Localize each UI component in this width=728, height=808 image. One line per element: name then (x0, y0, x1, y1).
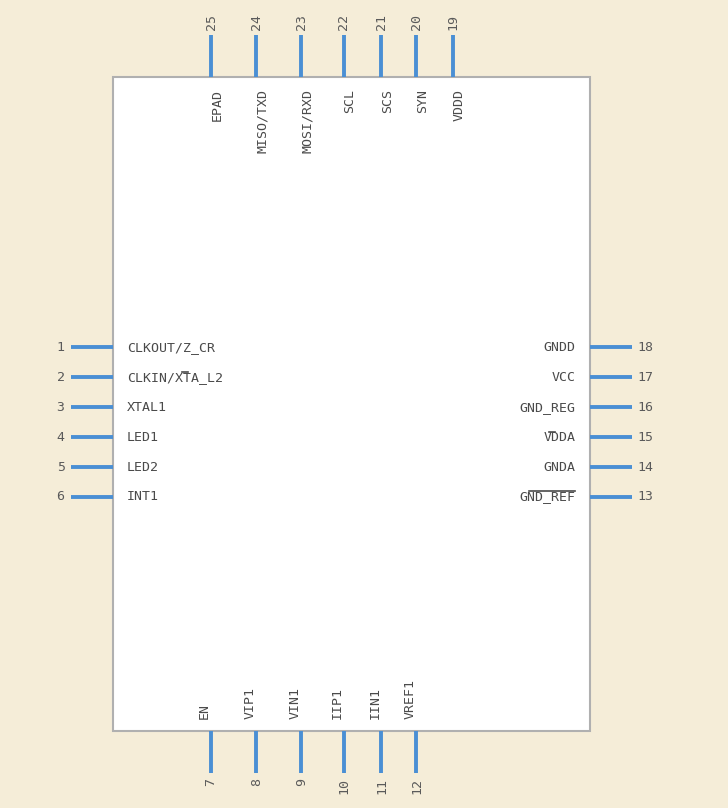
Text: VDDD: VDDD (453, 89, 466, 120)
Text: LED1: LED1 (127, 431, 159, 444)
Text: 20: 20 (410, 14, 423, 30)
Text: 4: 4 (57, 431, 65, 444)
Text: SCS: SCS (381, 89, 395, 113)
Text: 22: 22 (337, 14, 350, 30)
Text: 9: 9 (295, 778, 308, 786)
Text: 16: 16 (638, 401, 654, 414)
Text: 19: 19 (446, 14, 459, 30)
Bar (113, 77, 590, 731)
Text: MISO/TXD: MISO/TXD (256, 89, 269, 153)
Text: GND_REG: GND_REG (520, 401, 576, 414)
Text: 23: 23 (295, 14, 308, 30)
Text: 2: 2 (57, 371, 65, 384)
Text: VREF1: VREF1 (403, 680, 416, 719)
Text: VDDA: VDDA (544, 431, 576, 444)
Text: EN: EN (198, 703, 211, 719)
Text: CLKIN/XTA_L2: CLKIN/XTA_L2 (127, 371, 223, 384)
Text: GNDA: GNDA (544, 461, 576, 473)
Text: VIP1: VIP1 (243, 688, 256, 719)
Text: VIN1: VIN1 (288, 688, 301, 719)
Text: 21: 21 (375, 14, 388, 30)
Text: SCL: SCL (344, 89, 357, 113)
Text: 25: 25 (205, 14, 218, 30)
Text: 8: 8 (250, 778, 263, 786)
Text: GND_REF: GND_REF (520, 490, 576, 503)
Text: 24: 24 (250, 14, 263, 30)
Text: 1: 1 (57, 341, 65, 354)
Text: IIP1: IIP1 (331, 688, 344, 719)
Text: EPAD: EPAD (211, 89, 224, 120)
Text: 12: 12 (410, 778, 423, 794)
Text: IIN1: IIN1 (368, 688, 381, 719)
Text: 17: 17 (638, 371, 654, 384)
Text: 11: 11 (375, 778, 388, 794)
Text: LED2: LED2 (127, 461, 159, 473)
Text: 14: 14 (638, 461, 654, 473)
Text: XTAL1: XTAL1 (127, 401, 167, 414)
Text: 10: 10 (337, 778, 350, 794)
Text: VCC: VCC (552, 371, 576, 384)
Text: INT1: INT1 (127, 490, 159, 503)
Text: SYN: SYN (416, 89, 430, 113)
Text: 15: 15 (638, 431, 654, 444)
Text: 5: 5 (57, 461, 65, 473)
Text: 18: 18 (638, 341, 654, 354)
Text: CLKOUT/Z_CR: CLKOUT/Z_CR (127, 341, 215, 354)
Text: 13: 13 (638, 490, 654, 503)
Text: 7: 7 (205, 778, 218, 786)
Text: GNDD: GNDD (544, 341, 576, 354)
Text: MOSI/RXD: MOSI/RXD (301, 89, 314, 153)
Text: 6: 6 (57, 490, 65, 503)
Text: 3: 3 (57, 401, 65, 414)
